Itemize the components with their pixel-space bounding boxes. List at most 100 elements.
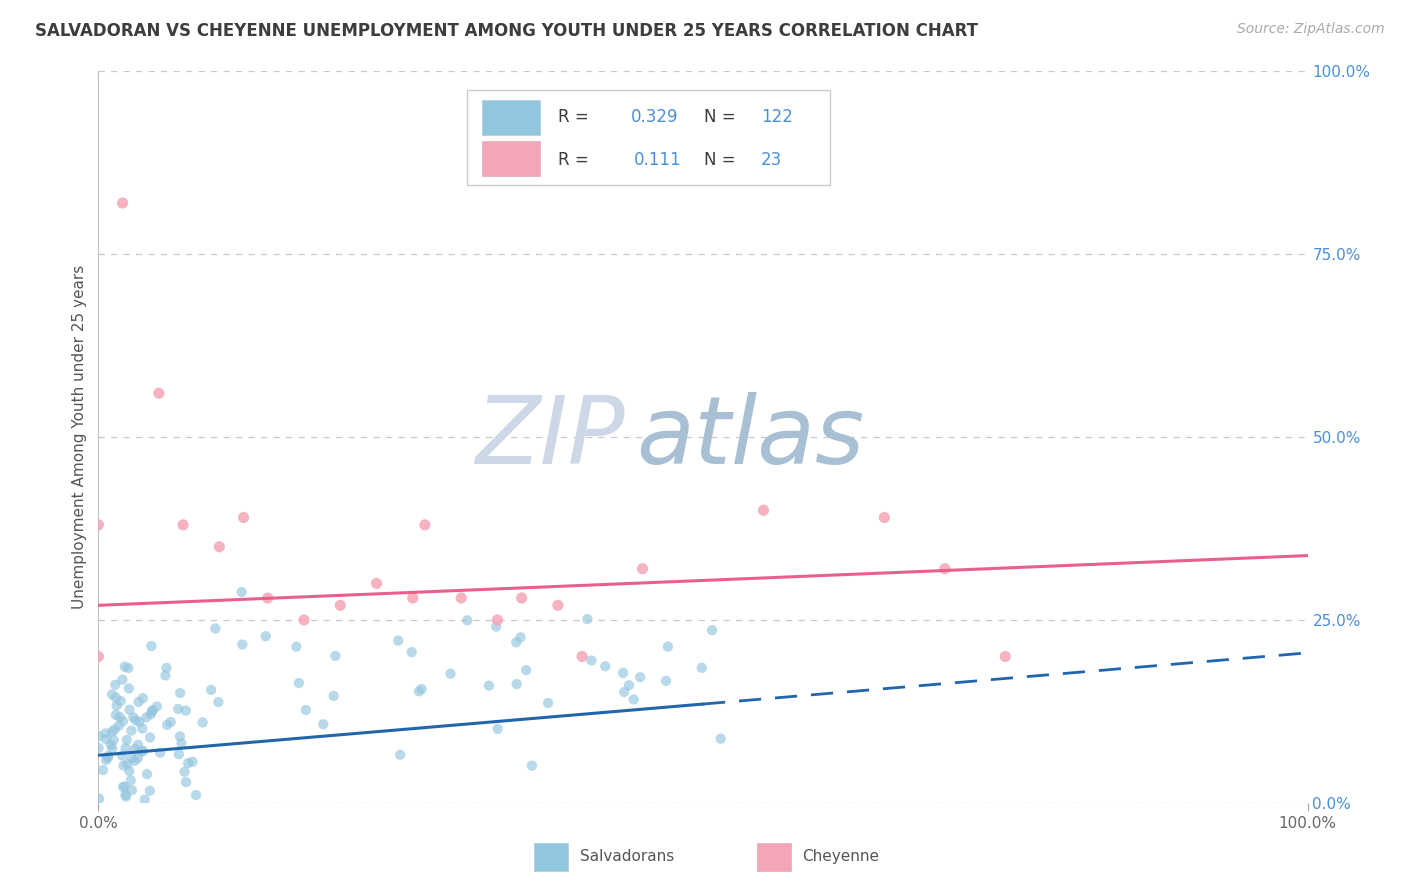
Point bbox=[124, 742, 146, 756]
Text: 23: 23 bbox=[761, 151, 782, 169]
Point bbox=[104, 690, 127, 705]
Point bbox=[142, 703, 165, 717]
Point bbox=[402, 591, 425, 605]
Point bbox=[120, 723, 142, 738]
Text: Cheyenne: Cheyenne bbox=[803, 849, 879, 864]
Point bbox=[655, 673, 678, 688]
Point bbox=[177, 756, 200, 770]
Point bbox=[411, 681, 433, 696]
Point bbox=[167, 747, 190, 762]
Point bbox=[547, 599, 569, 613]
Point bbox=[127, 751, 149, 765]
Point bbox=[132, 744, 155, 758]
Point bbox=[450, 591, 472, 605]
Point bbox=[105, 698, 128, 713]
Point bbox=[104, 678, 127, 692]
Point bbox=[181, 755, 204, 769]
Point bbox=[312, 717, 335, 731]
Point bbox=[111, 714, 134, 729]
Point bbox=[127, 738, 149, 752]
Point bbox=[114, 659, 136, 673]
Point bbox=[118, 703, 141, 717]
Point bbox=[110, 694, 132, 708]
Text: SALVADORAN VS CHEYENNE UNEMPLOYMENT AMONG YOUTH UNDER 25 YEARS CORRELATION CHART: SALVADORAN VS CHEYENNE UNEMPLOYMENT AMON… bbox=[35, 22, 979, 40]
Point bbox=[232, 510, 254, 524]
Point bbox=[156, 718, 179, 732]
Text: R =: R = bbox=[558, 151, 589, 169]
Point bbox=[387, 633, 409, 648]
Point bbox=[505, 635, 527, 649]
Point bbox=[486, 613, 509, 627]
Point bbox=[631, 562, 654, 576]
Point bbox=[254, 629, 277, 643]
Point bbox=[121, 783, 143, 797]
Point bbox=[111, 673, 134, 687]
Point bbox=[94, 753, 117, 767]
Point bbox=[159, 714, 181, 729]
Bar bbox=[482, 141, 540, 176]
Point bbox=[593, 659, 616, 673]
Point bbox=[623, 692, 645, 706]
Point bbox=[131, 722, 153, 736]
Text: ZIP: ZIP bbox=[475, 392, 624, 483]
Point bbox=[389, 747, 412, 762]
Point bbox=[103, 733, 125, 747]
Point bbox=[139, 783, 162, 797]
Point bbox=[366, 576, 388, 591]
Point bbox=[231, 585, 253, 599]
Point bbox=[408, 684, 430, 698]
Point bbox=[87, 649, 110, 664]
Text: R =: R = bbox=[558, 109, 589, 127]
Point bbox=[128, 714, 150, 729]
Point bbox=[112, 758, 135, 772]
Point bbox=[581, 654, 603, 668]
Point bbox=[292, 613, 315, 627]
Point bbox=[87, 729, 110, 743]
Point bbox=[101, 688, 124, 702]
Point bbox=[120, 773, 142, 788]
Point bbox=[141, 704, 163, 718]
Point bbox=[111, 748, 134, 763]
Point bbox=[329, 599, 352, 613]
Point bbox=[122, 710, 145, 724]
Point bbox=[520, 758, 543, 772]
Point bbox=[690, 661, 713, 675]
Point bbox=[994, 649, 1017, 664]
Point bbox=[934, 562, 956, 576]
Point bbox=[617, 678, 640, 692]
Point bbox=[87, 741, 110, 756]
Point bbox=[628, 670, 651, 684]
Point bbox=[114, 780, 136, 794]
Point bbox=[256, 591, 278, 605]
Point bbox=[170, 736, 193, 750]
Point bbox=[191, 715, 214, 730]
Point bbox=[155, 668, 177, 682]
Point bbox=[118, 764, 141, 778]
Point bbox=[537, 696, 560, 710]
Point bbox=[208, 540, 231, 554]
Point bbox=[114, 741, 136, 756]
Text: Source: ZipAtlas.com: Source: ZipAtlas.com bbox=[1237, 22, 1385, 37]
Point bbox=[752, 503, 775, 517]
Point bbox=[94, 732, 117, 747]
Point bbox=[115, 789, 138, 804]
Point bbox=[114, 788, 136, 802]
Point bbox=[169, 686, 191, 700]
Point bbox=[118, 681, 141, 696]
Text: 122: 122 bbox=[761, 109, 793, 127]
Point bbox=[139, 707, 162, 722]
Point bbox=[94, 726, 117, 740]
Point bbox=[486, 722, 509, 736]
Point bbox=[134, 792, 156, 806]
FancyBboxPatch shape bbox=[467, 90, 830, 185]
Point bbox=[509, 630, 531, 644]
Point bbox=[141, 639, 163, 653]
Point bbox=[571, 649, 593, 664]
Point bbox=[710, 731, 733, 746]
Point bbox=[174, 775, 197, 789]
Point bbox=[104, 723, 127, 737]
Point bbox=[87, 517, 110, 532]
Point bbox=[285, 640, 308, 654]
Point bbox=[117, 757, 139, 772]
Point bbox=[139, 731, 162, 745]
